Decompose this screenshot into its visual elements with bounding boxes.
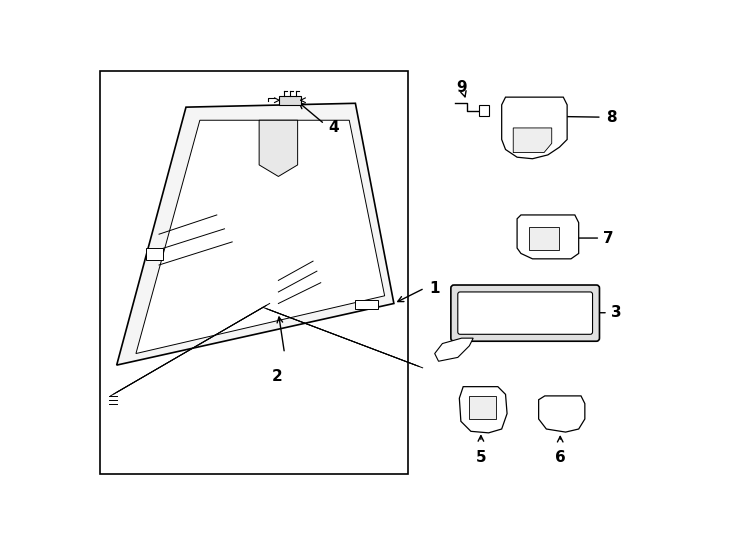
Bar bbox=[100, 71, 408, 475]
Text: 1: 1 bbox=[429, 281, 440, 295]
Polygon shape bbox=[117, 103, 394, 365]
Text: 9: 9 bbox=[457, 80, 467, 96]
Text: 6: 6 bbox=[555, 450, 566, 465]
Polygon shape bbox=[501, 97, 567, 159]
Bar bbox=[279, 96, 301, 105]
Polygon shape bbox=[539, 396, 585, 432]
Text: 8: 8 bbox=[606, 110, 617, 125]
Text: 3: 3 bbox=[611, 305, 622, 320]
Text: 4: 4 bbox=[328, 120, 339, 136]
Text: 7: 7 bbox=[603, 231, 614, 246]
Text: 5: 5 bbox=[476, 450, 486, 465]
Bar bbox=[355, 300, 379, 309]
Bar bbox=[468, 396, 496, 419]
Polygon shape bbox=[459, 387, 507, 433]
Polygon shape bbox=[513, 128, 552, 153]
Bar bbox=[528, 226, 559, 249]
Polygon shape bbox=[259, 120, 297, 177]
Polygon shape bbox=[136, 120, 385, 354]
FancyBboxPatch shape bbox=[451, 285, 600, 341]
FancyBboxPatch shape bbox=[458, 292, 592, 334]
Text: 2: 2 bbox=[272, 369, 282, 384]
Polygon shape bbox=[435, 338, 473, 361]
Bar bbox=[146, 248, 163, 260]
Polygon shape bbox=[517, 215, 578, 259]
Bar bbox=[479, 105, 490, 116]
